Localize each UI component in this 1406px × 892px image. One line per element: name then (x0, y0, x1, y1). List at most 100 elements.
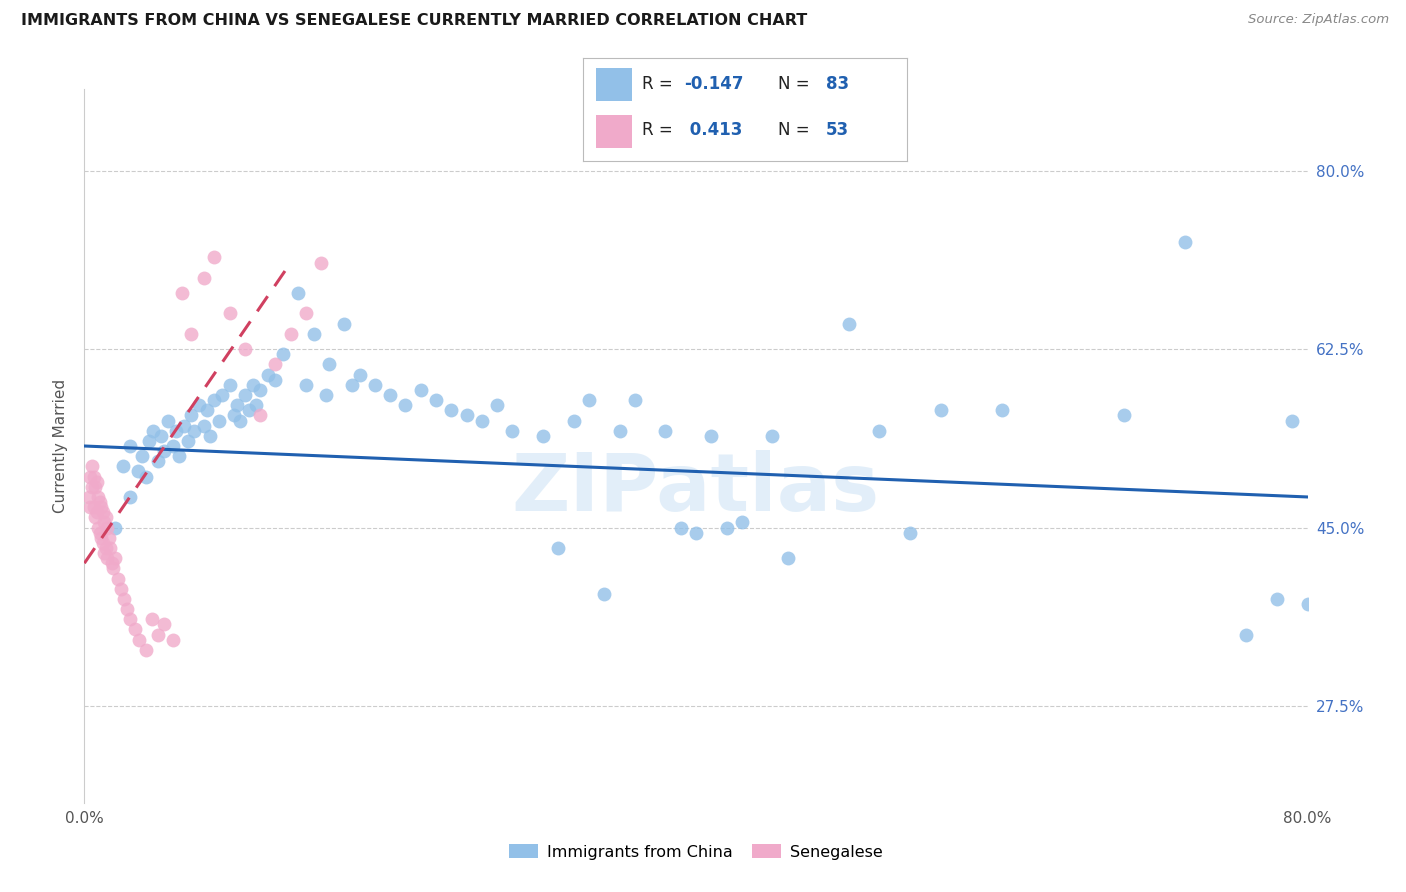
Point (172, 286, 194, 301)
Point (333, 317, 356, 331)
Point (87, 490, 110, 504)
Point (89, 495, 111, 509)
Point (128, 632, 150, 647)
Point (224, 409, 246, 423)
Point (120, 612, 142, 626)
Point (141, 612, 163, 626)
Text: R =: R = (641, 75, 678, 93)
Point (318, 358, 340, 372)
Point (562, 413, 585, 427)
Point (167, 449, 190, 463)
Point (149, 429, 172, 443)
Point (120, 439, 142, 453)
Point (96, 551, 118, 566)
Point (1296, 597, 1319, 611)
Point (83, 500, 105, 515)
Point (80, 480, 103, 494)
Point (202, 393, 225, 408)
Point (211, 388, 233, 402)
Point (1265, 591, 1288, 606)
Point (90, 531, 112, 545)
Point (380, 388, 402, 402)
Point (94, 510, 117, 524)
Point (624, 393, 647, 408)
Point (162, 632, 184, 647)
Point (440, 403, 463, 417)
Point (302, 326, 325, 341)
Point (165, 424, 187, 438)
Point (193, 270, 215, 285)
Point (96, 520, 118, 534)
Text: -0.147: -0.147 (683, 75, 744, 93)
Point (124, 623, 146, 637)
Point (280, 326, 302, 341)
FancyBboxPatch shape (596, 68, 633, 101)
Point (242, 377, 264, 392)
Legend: Immigrants from China, Senegalese: Immigrants from China, Senegalese (502, 838, 890, 866)
Point (315, 388, 337, 402)
Point (295, 377, 318, 392)
Point (1236, 627, 1258, 641)
Point (218, 306, 240, 320)
Point (249, 383, 271, 397)
Point (218, 377, 240, 392)
Point (177, 434, 200, 448)
Point (193, 418, 215, 433)
Point (135, 643, 157, 657)
Point (578, 393, 600, 408)
Text: R =: R = (641, 121, 678, 139)
Point (425, 393, 447, 408)
Point (226, 398, 249, 412)
Point (340, 377, 363, 392)
Point (91, 536, 114, 550)
Point (79, 500, 101, 515)
Point (238, 403, 260, 417)
Point (685, 525, 707, 540)
Point (486, 398, 509, 412)
Point (700, 429, 723, 443)
Point (153, 444, 176, 458)
Point (233, 342, 256, 356)
Point (471, 413, 494, 427)
Point (456, 409, 478, 423)
Point (131, 449, 153, 463)
Point (245, 398, 267, 412)
Point (146, 454, 169, 468)
Point (180, 326, 202, 341)
Point (869, 424, 891, 438)
Point (264, 373, 287, 387)
Point (349, 368, 371, 382)
Point (127, 465, 149, 479)
Point (84, 510, 107, 524)
Point (103, 561, 125, 575)
Point (257, 368, 280, 382)
Point (1281, 413, 1303, 427)
Point (86, 475, 108, 489)
Point (93, 546, 115, 560)
Point (761, 429, 783, 443)
Point (153, 617, 176, 632)
Point (142, 424, 165, 438)
Point (229, 413, 252, 427)
Text: N =: N = (778, 121, 814, 139)
Point (838, 317, 860, 331)
FancyBboxPatch shape (596, 115, 633, 148)
Point (898, 525, 921, 540)
Point (98, 541, 121, 555)
Point (531, 429, 554, 443)
Point (264, 358, 287, 372)
Text: ZIPatlas: ZIPatlas (512, 450, 880, 528)
Point (115, 602, 138, 616)
Point (90, 500, 112, 515)
Point (79, 469, 101, 483)
Point (776, 551, 799, 566)
Point (93, 516, 115, 530)
Point (502, 424, 524, 438)
Point (97, 531, 120, 545)
Point (83, 469, 105, 483)
Point (409, 383, 432, 397)
Point (295, 306, 318, 320)
Point (991, 403, 1014, 417)
Point (107, 572, 129, 586)
Text: 53: 53 (827, 121, 849, 139)
